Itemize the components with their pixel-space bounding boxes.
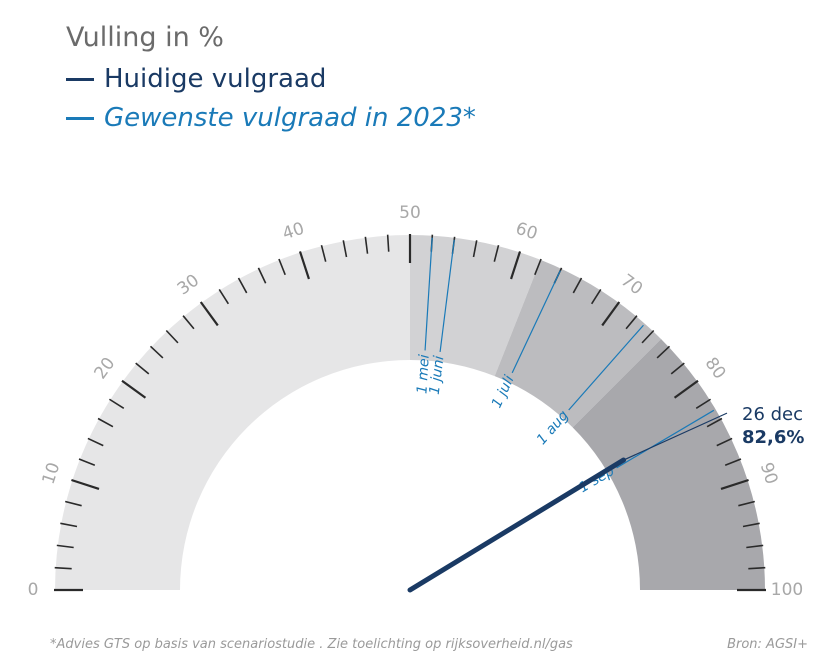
gauge-tick-74 <box>641 329 655 344</box>
tick-label-70: 70 <box>617 271 646 300</box>
gauge-tick-44 <box>342 240 348 258</box>
gauge-tick-56 <box>472 240 478 258</box>
gauge-tick-24 <box>149 345 164 359</box>
gauge-tick-32 <box>218 288 230 305</box>
gauge-tick-40 <box>298 251 310 280</box>
legend-label-target: Gewenste vulgraad in 2023* <box>104 103 476 133</box>
needle-leader-line <box>623 412 728 461</box>
legend-item-target: Gewenste vulgraad in 2023* <box>66 103 476 133</box>
gauge-tick-88 <box>724 458 742 466</box>
gauge-tick-18 <box>108 398 125 410</box>
gauge-tick-2 <box>54 566 72 570</box>
source-note: Bron: AGSI+ <box>727 637 808 652</box>
tick-label-50: 50 <box>399 203 421 223</box>
target-label-2: 1 juli <box>489 373 518 411</box>
gauge-tick-22 <box>135 362 150 375</box>
gauge-band-2 <box>494 259 662 428</box>
gauge-tick-36 <box>257 267 267 284</box>
gauge-band-0 <box>55 235 410 590</box>
target-line-2 <box>511 270 561 374</box>
gauge-tick-38 <box>278 258 286 276</box>
gauge-tick-94 <box>742 522 760 528</box>
target-line-3 <box>568 324 644 411</box>
gauge-tick-46 <box>364 236 369 254</box>
gauge-tick-14 <box>87 437 104 447</box>
legend-swatch-target-line <box>66 116 94 120</box>
tick-label-80: 80 <box>701 354 730 383</box>
gauge-tick-90 <box>720 478 749 490</box>
gauge-tick-20 <box>121 379 147 399</box>
gauge-tick-72 <box>625 315 638 330</box>
target-line-4 <box>616 409 715 469</box>
target-label-3: 1 aug <box>534 408 572 448</box>
gauge-tick-26 <box>165 329 179 344</box>
gauge-tick-68 <box>590 288 602 305</box>
current-value-label: 82,6% <box>742 427 805 448</box>
tick-label-40: 40 <box>280 219 307 245</box>
gauge-tick-92 <box>738 500 756 507</box>
gauge-tick-8 <box>64 500 82 507</box>
tick-label-100: 100 <box>771 580 803 600</box>
gauge-band-3 <box>572 338 765 590</box>
tick-label-0: 0 <box>28 580 39 600</box>
legend-label-current: Huidige vulgraad <box>104 64 327 94</box>
gauge-tick-58 <box>493 244 500 262</box>
needle-current <box>407 457 627 593</box>
gauge-tick-42 <box>320 244 327 262</box>
tick-label-60: 60 <box>513 219 540 245</box>
gauge-tick-76 <box>656 345 671 359</box>
gauge-tick-12 <box>78 458 96 466</box>
gauge-tick-34 <box>237 277 248 294</box>
tick-label-90: 90 <box>756 460 782 487</box>
gauge-tick-6 <box>60 522 78 528</box>
chart-title: Vulling in % <box>66 22 224 53</box>
gauge-tick-60 <box>510 251 522 280</box>
gauge-tick-66 <box>572 277 583 294</box>
legend-item-current: Huidige vulgraad <box>66 64 326 94</box>
gauge-tick-96 <box>746 544 764 549</box>
gauge-tick-98 <box>748 566 766 570</box>
gauge-tick-10 <box>71 478 100 490</box>
gauge-tick-28 <box>182 315 195 330</box>
gauge-ticks <box>54 234 766 592</box>
tick-label-30: 30 <box>174 271 203 300</box>
gauge-band-1 <box>410 235 541 377</box>
footnote: *Advies GTS op basis van scenariostudie … <box>50 637 573 652</box>
gauge-tick-62 <box>534 258 542 276</box>
gauge-tick-30 <box>199 301 219 327</box>
target-label-0: 1 mei <box>414 354 432 395</box>
gauge-tick-78 <box>670 362 685 375</box>
gauge-tick-82 <box>695 398 712 410</box>
gauge-tick-48 <box>386 234 390 252</box>
gauge-tick-80 <box>673 379 699 399</box>
legend-swatch-needle <box>66 77 94 81</box>
tick-label-20: 20 <box>91 354 120 383</box>
tick-label-10: 10 <box>39 460 65 487</box>
gauge-tick-16 <box>97 417 114 428</box>
gauge-tick-4 <box>56 544 74 549</box>
gauge-tick-86 <box>716 437 733 447</box>
target-line-1 <box>439 239 455 352</box>
gauge-bands <box>55 235 765 590</box>
target-label-1: 1 juni <box>427 355 448 396</box>
needle-group <box>407 412 728 593</box>
gauge-tick-84 <box>706 417 723 428</box>
gauge-tick-70 <box>601 301 621 327</box>
target-line-0 <box>424 237 433 351</box>
current-date-label: 26 dec <box>742 404 804 425</box>
